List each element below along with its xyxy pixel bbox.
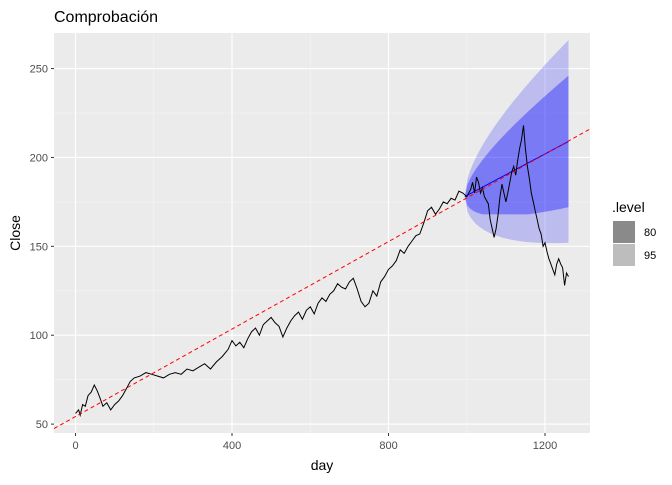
y-tick-label: 200 bbox=[30, 152, 48, 164]
trend-layer bbox=[53, 128, 591, 429]
x-tick-label: 800 bbox=[379, 440, 397, 452]
x-tick-label: 0 bbox=[72, 440, 78, 452]
legend-label-95: 95 bbox=[644, 250, 656, 262]
x-axis-label: day bbox=[311, 457, 334, 473]
grid-minor bbox=[54, 33, 590, 433]
trend-line bbox=[53, 128, 591, 429]
y-tick-label: 150 bbox=[30, 241, 48, 253]
legend-key-95 bbox=[613, 244, 635, 266]
plot-panel bbox=[54, 33, 590, 433]
y-tick-label: 250 bbox=[30, 64, 48, 76]
y-tick-label: 100 bbox=[30, 330, 48, 342]
y-axis-label: Close bbox=[7, 215, 23, 251]
grid-major bbox=[54, 33, 590, 433]
close-series-line bbox=[75, 125, 569, 418]
legend-key-80 bbox=[613, 221, 635, 243]
legend-title: .level bbox=[612, 199, 645, 215]
forecast-band-80 bbox=[464, 75, 569, 215]
series-layer bbox=[75, 125, 569, 418]
chart-title: Comprobación bbox=[54, 9, 158, 26]
forecast-band-95 bbox=[464, 40, 569, 244]
y-axis: 50 100 150 200 250 bbox=[30, 64, 54, 431]
x-tick-label: 400 bbox=[223, 440, 241, 452]
legend-label-80: 80 bbox=[644, 227, 656, 239]
y-tick-label: 50 bbox=[36, 419, 48, 431]
x-tick-label: 1200 bbox=[533, 440, 557, 452]
legend: .level 80 95 bbox=[612, 199, 656, 266]
x-axis: 0 400 800 1200 bbox=[72, 433, 557, 452]
